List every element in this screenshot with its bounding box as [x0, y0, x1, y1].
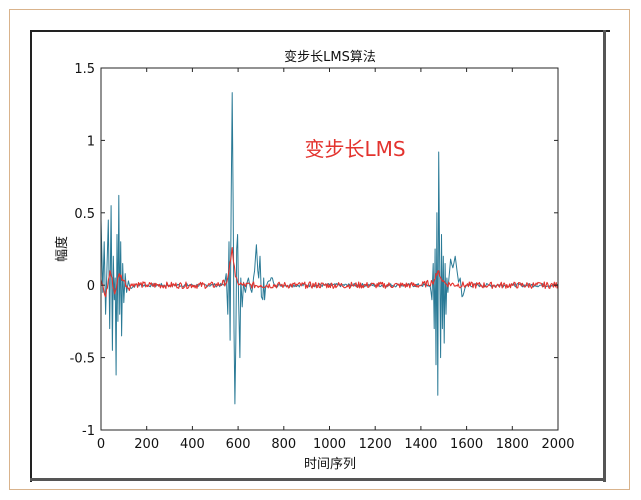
x-tick-label: 1200 — [359, 437, 392, 452]
y-tick-label: 0 — [87, 279, 95, 294]
x-axis-label: 时间序列 — [304, 457, 356, 472]
x-tick-label: 2000 — [541, 437, 574, 452]
x-tick-label: 1600 — [450, 437, 483, 452]
x-tick-label: 400 — [180, 437, 205, 452]
y-tick-label: -0.5 — [70, 352, 95, 367]
chart-annotation: 变步长LMS — [304, 137, 405, 161]
x-tick-label: 200 — [134, 437, 159, 452]
outer-frame — [9, 9, 630, 490]
inner-frame — [30, 30, 610, 482]
x-tick-label: 600 — [226, 437, 251, 452]
plot-area — [101, 68, 558, 430]
x-tick-label: 1400 — [404, 437, 437, 452]
y-axis-label: 幅度 — [54, 236, 70, 262]
chart-title: 变步长LMS算法 — [284, 49, 376, 65]
y-tick-label: 0.5 — [74, 207, 95, 222]
series-line-2 — [100, 247, 559, 298]
x-tick-label: 1000 — [313, 437, 346, 452]
x-tick-label: 800 — [271, 437, 296, 452]
y-tick-label: 1.5 — [74, 62, 95, 77]
y-tick-label: 1 — [87, 134, 95, 149]
x-tick-label: 1800 — [496, 437, 529, 452]
series-layer — [100, 92, 559, 405]
x-tick-label: 0 — [97, 437, 105, 452]
frame-shadow-bottom — [30, 478, 606, 481]
tick-layer: 0 200 400 600 800 1000 1200 1400 1600 1800 2000 1.5… — [70, 62, 575, 452]
frame-shadow-right — [603, 30, 606, 482]
y-tick-label: -1 — [82, 424, 95, 439]
